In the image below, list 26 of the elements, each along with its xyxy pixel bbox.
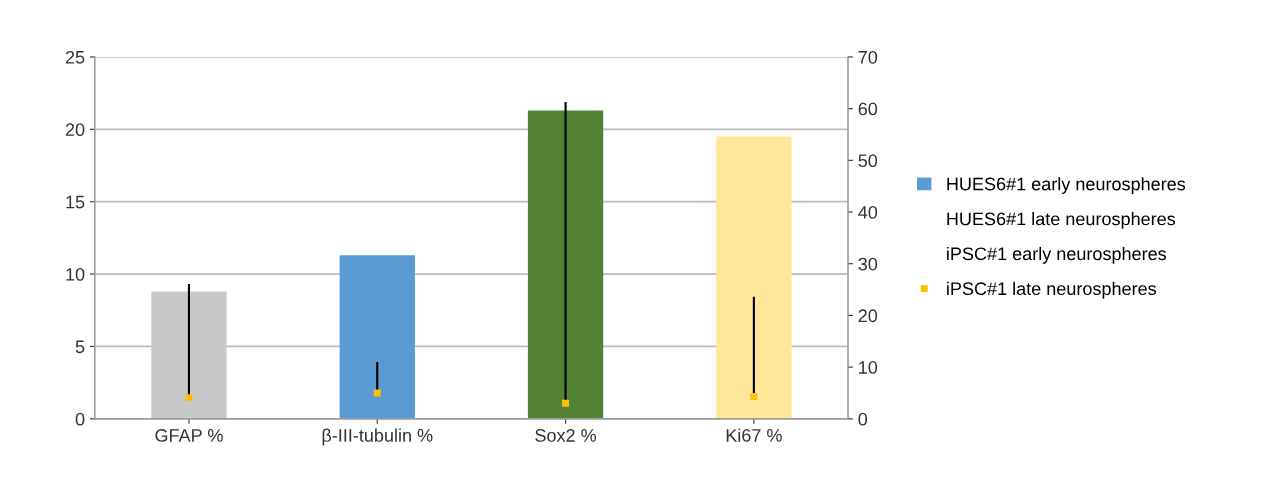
y-tick-label: 20 xyxy=(65,123,85,137)
y2-tick-label: 0 xyxy=(858,412,868,426)
bar xyxy=(527,110,604,419)
bar xyxy=(716,136,792,419)
y2-tick-label: 70 xyxy=(858,50,878,64)
y2-tick-label: 50 xyxy=(858,154,878,168)
x-tick-label: Ki67 % xyxy=(726,428,782,442)
x-tick-label: Sox2 % xyxy=(535,429,597,442)
y-tick-label: 15 xyxy=(66,195,85,209)
y-tick-label: 10 xyxy=(66,268,85,281)
y2-tick-label: 60 xyxy=(858,102,878,116)
text: iPSC#1 early neurospheres xyxy=(947,246,1167,264)
x-tick-label: GFAP % xyxy=(155,429,223,442)
text: HUES6#1 late neurospheres xyxy=(947,212,1176,229)
bar xyxy=(339,255,415,419)
legend-label: iPSC#1 late neurospheres xyxy=(947,281,1157,299)
y2-tick-label: 10 xyxy=(859,361,878,374)
legend-label: HUES6#1 early neurospheres xyxy=(947,177,1186,194)
x-tick-label: β-III-tubulin % xyxy=(322,428,433,446)
y-tick-label: 0 xyxy=(75,412,85,426)
y2-tick-label: 20 xyxy=(858,309,878,323)
bar xyxy=(151,291,227,419)
y2-tick-label: 30 xyxy=(858,257,878,271)
y-tick-label: 5 xyxy=(75,340,85,354)
y-tick-label: 25 xyxy=(65,50,85,64)
y2-tick-label: 40 xyxy=(858,205,878,219)
